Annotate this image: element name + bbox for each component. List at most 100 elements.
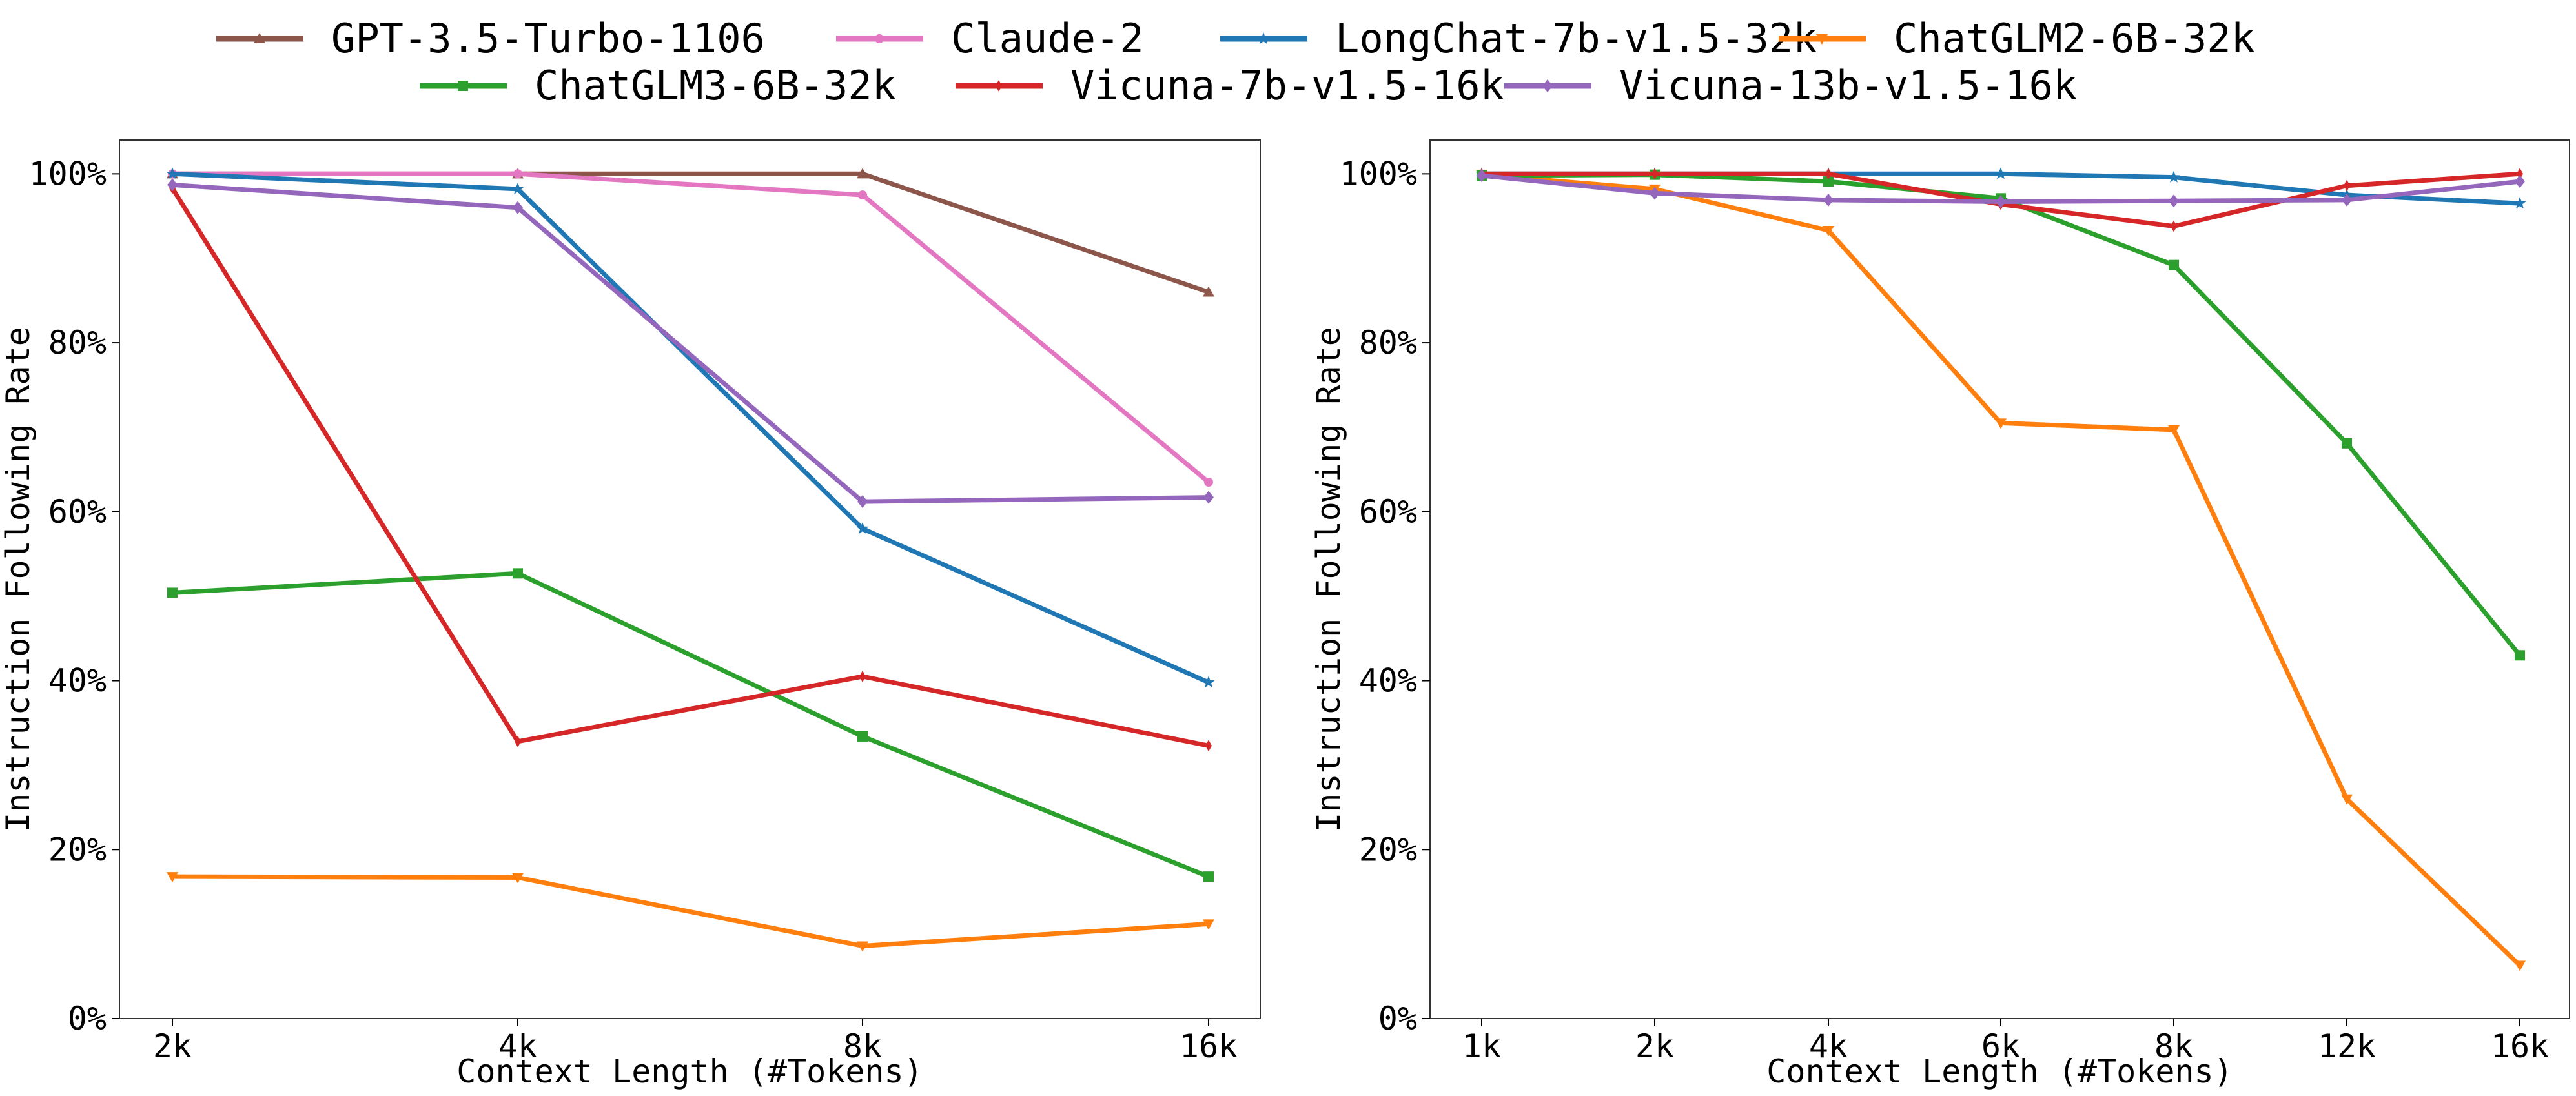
legend-marker [996, 80, 1002, 92]
x-tick-label: 12k [2318, 1028, 2376, 1065]
x-tick-label: 6k [1981, 1028, 2020, 1065]
data-point [859, 670, 866, 682]
data-point [2515, 650, 2525, 661]
legend-label: Vicuna-7b-v1.5-16k [1070, 62, 1504, 109]
data-point [858, 190, 867, 200]
data-point [1203, 871, 1214, 882]
data-point [513, 201, 523, 214]
series-chatglm3-6b-32k [167, 568, 1214, 882]
series-vicuna-13b-v1-5-16k [167, 178, 1214, 509]
data-point [1994, 167, 2007, 179]
series-line [1479, 172, 2522, 968]
y-axis-title: Instruction Following Rate [0, 327, 37, 832]
data-point [2344, 179, 2350, 192]
data-point [2517, 168, 2523, 180]
data-point [515, 735, 521, 747]
legend-item-vicuna-7b-v1-5-16k: Vicuna-7b-v1.5-16k [956, 62, 1504, 109]
legend-marker [1542, 79, 1553, 92]
data-point [1203, 286, 1214, 297]
data-point [167, 587, 178, 598]
data-point [167, 872, 178, 883]
data-point [1205, 740, 1212, 752]
data-point [166, 167, 179, 179]
y-tick-label: 80% [1359, 324, 1417, 361]
legend-item-vicuna-13b-v1-5-16k: Vicuna-13b-v1.5-16k [1504, 62, 2077, 109]
series-vicuna-13b-v1-5-16k [1477, 168, 2525, 208]
data-point [1650, 187, 1660, 200]
legend-label: LongChat-7b-v1.5-32k [1335, 15, 1817, 62]
y-tick-label: 100% [29, 155, 107, 192]
legend-item-claude-2: Claude-2 [836, 15, 1144, 62]
legend-marker [1257, 32, 1270, 45]
y-tick-label: 0% [1378, 1000, 1417, 1037]
y-tick-label: 20% [1359, 831, 1417, 868]
y-axis-title: Instruction Following Rate [1310, 327, 1347, 832]
data-point [2171, 220, 2177, 232]
series-line [170, 874, 1211, 948]
series-line [170, 171, 1211, 295]
data-point [511, 182, 524, 194]
left-chart: 0% 20% 40% 60% 80% 100% 2k 4k 8k 16k Context Lengt… [0, 139, 1261, 1090]
series-line [1479, 172, 2522, 658]
data-point [1202, 676, 1215, 688]
x-tick-label: 16k [2491, 1028, 2549, 1065]
y-tick-label: 100% [1340, 155, 1417, 192]
data-point [1995, 418, 2007, 429]
data-point [857, 731, 868, 742]
data-point [2515, 175, 2525, 188]
series-line [170, 186, 1211, 748]
series-vicuna-7b-v1-5-16k [169, 182, 1212, 752]
y-tick-label: 80% [48, 324, 107, 361]
y-tick-label: 40% [48, 662, 107, 700]
legend-item-chatglm2-6b-32k: ChatGLM2-6B-32k [1779, 15, 2255, 62]
data-point [857, 495, 868, 509]
x-tick-label: 4k [498, 1028, 537, 1065]
y-tick-label: 60% [48, 493, 107, 531]
series-chatglm2-6b-32k [167, 872, 1214, 952]
y-tick-label: 20% [48, 831, 107, 868]
legend-label: GPT-3.5-Turbo-1106 [331, 15, 765, 62]
data-point [2514, 960, 2526, 971]
data-point [2169, 259, 2179, 270]
data-point [856, 522, 869, 534]
legend-marker [458, 81, 468, 91]
data-point [1823, 176, 1834, 187]
series-longchat-7b-v1-5-32k [166, 167, 1215, 688]
data-point [2168, 425, 2180, 436]
data-point [1823, 193, 1834, 207]
x-tick-label: 8k [843, 1028, 882, 1065]
series-line [170, 171, 1211, 685]
data-point [1996, 195, 2006, 208]
x-tick-label: 2k [153, 1028, 192, 1065]
x-axis-title: Context Length (#Tokens) [456, 1053, 923, 1090]
plot-frame [119, 139, 1261, 1019]
legend-marker [875, 34, 884, 43]
right-chart: 0% 20% 40% 60% 80% 100% 1k 2k 4k 6k 8k 12k 16k Contex… [1310, 139, 2570, 1090]
legend-marker [254, 33, 265, 43]
x-tick-label: 4k [1809, 1028, 1848, 1065]
series-claude-2 [168, 169, 1213, 487]
series-line [170, 571, 1211, 879]
y-tick-label: 60% [1359, 493, 1417, 531]
legend-item-chatglm3-6b-32k: ChatGLM3-6B-32k [420, 62, 896, 109]
data-point [1823, 226, 1834, 237]
series-line [170, 171, 1211, 485]
data-point [1825, 168, 1832, 180]
x-tick-label: 1k [1462, 1028, 1501, 1065]
data-point [513, 169, 522, 179]
legend-item-gpt-3-5-turbo-1106: GPT-3.5-Turbo-1106 [216, 15, 765, 62]
data-point [1203, 919, 1214, 930]
legend-label: ChatGLM2-6B-32k [1894, 15, 2255, 62]
plot-frame [1429, 139, 2570, 1019]
data-point [1651, 168, 1658, 180]
data-point [1477, 168, 1487, 182]
data-point [513, 568, 523, 579]
data-point [2342, 438, 2352, 449]
legend-marker [1816, 34, 1828, 45]
x-axis-title: Context Length (#Tokens) [1766, 1053, 2233, 1090]
series-gpt-3-5-turbo-1106 [167, 168, 1214, 297]
series-line [170, 182, 1211, 504]
legend-label: Vicuna-13b-v1.5-16k [1619, 62, 2077, 109]
legend-item-longchat-7b-v1-5-32k: LongChat-7b-v1.5-32k [1220, 15, 1817, 62]
